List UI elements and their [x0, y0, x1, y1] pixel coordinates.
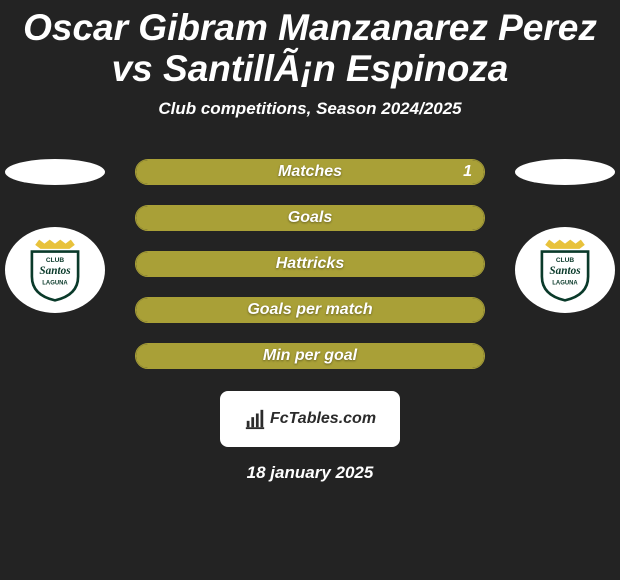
right-player-column: CLUB Santos LAGUNA	[510, 159, 620, 313]
right-player-badge	[515, 159, 615, 185]
svg-text:Santos: Santos	[39, 265, 71, 277]
chart-icon	[244, 408, 266, 430]
stat-bar: Min per goal	[135, 343, 485, 369]
svg-text:LAGUNA: LAGUNA	[552, 281, 578, 287]
stat-bar: Matches1	[135, 159, 485, 185]
date-label: 18 january 2025	[0, 463, 620, 483]
left-player-badge	[5, 159, 105, 185]
left-club-logo: CLUB Santos LAGUNA	[5, 227, 105, 313]
stat-bar-label: Goals	[136, 206, 484, 230]
stat-bar: Goals per match	[135, 297, 485, 323]
stat-bar: Hattricks	[135, 251, 485, 277]
watermark: FcTables.com	[220, 391, 400, 447]
watermark-text: FcTables.com	[270, 410, 376, 428]
svg-text:CLUB: CLUB	[556, 257, 575, 264]
stat-bar: Goals	[135, 205, 485, 231]
comparison-panel: CLUB Santos LAGUNA CLUB Santos LAGUNA Ma…	[0, 159, 620, 369]
santos-logo-icon: CLUB Santos LAGUNA	[532, 237, 598, 303]
stat-bar-right-value: 1	[463, 160, 472, 184]
right-club-logo: CLUB Santos LAGUNA	[515, 227, 615, 313]
subtitle: Club competitions, Season 2024/2025	[0, 99, 620, 119]
svg-text:Santos: Santos	[549, 265, 581, 277]
svg-text:LAGUNA: LAGUNA	[42, 281, 68, 287]
left-player-column: CLUB Santos LAGUNA	[0, 159, 110, 313]
page-title: Oscar Gibram Manzanarez Perez vs Santill…	[0, 0, 620, 89]
stat-bar-label: Hattricks	[136, 252, 484, 276]
stat-bar-label: Goals per match	[136, 298, 484, 322]
stat-bars: Matches1 Goals Hattricks Goals per match Min…	[135, 159, 485, 369]
santos-logo-icon: CLUB Santos LAGUNA	[22, 237, 88, 303]
stat-bar-label: Min per goal	[136, 344, 484, 368]
stat-bar-label: Matches	[136, 160, 484, 184]
svg-text:CLUB: CLUB	[46, 257, 65, 264]
